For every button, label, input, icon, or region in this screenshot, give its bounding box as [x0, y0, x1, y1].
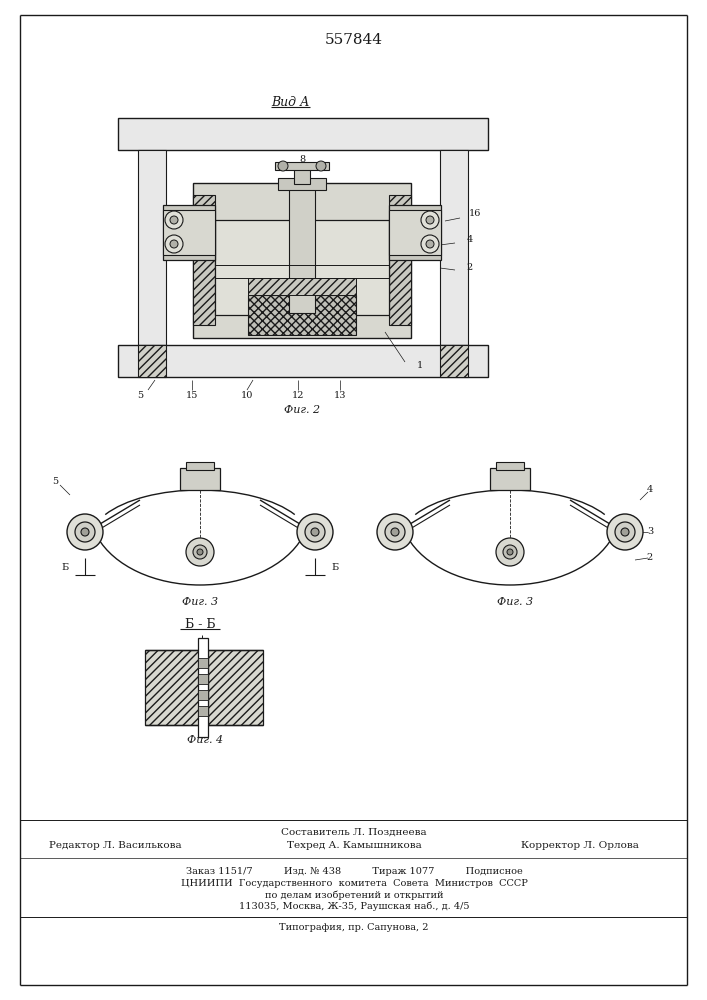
Text: 5: 5 [52, 478, 58, 487]
Circle shape [170, 240, 178, 248]
Circle shape [81, 528, 89, 536]
Text: 13: 13 [334, 390, 346, 399]
Bar [440, 150, 468, 345]
Bar [198, 706, 208, 716]
Text: Б: Б [332, 564, 339, 572]
Text: Техред А. Камышникова: Техред А. Камышникова [286, 840, 421, 850]
Circle shape [297, 514, 333, 550]
Circle shape [421, 211, 439, 229]
Bar [294, 166, 310, 184]
Bar [289, 183, 315, 313]
Text: Фиг. 4: Фиг. 4 [187, 735, 223, 745]
Circle shape [186, 538, 214, 566]
Circle shape [385, 522, 405, 542]
Text: Б - Б: Б - Б [185, 618, 216, 632]
Bar [208, 650, 263, 725]
Circle shape [426, 240, 434, 248]
Bar [278, 178, 326, 190]
Circle shape [75, 522, 95, 542]
Circle shape [170, 216, 178, 224]
Bar [118, 345, 488, 377]
Text: 557844: 557844 [325, 33, 383, 47]
Circle shape [377, 514, 413, 550]
Text: Типография, пр. Сапунова, 2: Типография, пр. Сапунова, 2 [279, 924, 428, 932]
Circle shape [305, 522, 325, 542]
Bar [180, 468, 220, 490]
Bar [440, 345, 468, 377]
Text: Вид А: Вид А [271, 97, 309, 109]
Circle shape [621, 528, 629, 536]
Text: по делам изобретений и открытий: по делам изобретений и открытий [264, 890, 443, 900]
Bar [198, 658, 208, 668]
Bar [490, 468, 530, 490]
Circle shape [607, 514, 643, 550]
Bar [138, 150, 166, 345]
Bar [193, 195, 215, 325]
Text: Корректор Л. Орлова: Корректор Л. Орлова [521, 840, 639, 850]
Circle shape [67, 514, 103, 550]
Circle shape [391, 528, 399, 536]
Text: 113035, Москва, Ж-35, Раушская наб., д. 4/5: 113035, Москва, Ж-35, Раушская наб., д. … [239, 901, 469, 911]
Text: 16: 16 [469, 209, 481, 218]
Text: 10: 10 [241, 390, 253, 399]
Bar [198, 690, 208, 700]
Text: Составитель Л. Позднеева: Составитель Л. Позднеева [281, 828, 427, 836]
Circle shape [278, 161, 288, 171]
Text: Заказ 1151/7          Изд. № 438          Тираж 1077          Подписное: Заказ 1151/7 Изд. № 438 Тираж 1077 Подпи… [186, 866, 522, 876]
Bar [193, 183, 411, 338]
Text: 4: 4 [647, 486, 653, 494]
Text: Фиг. 3: Фиг. 3 [182, 597, 218, 607]
Bar [248, 278, 356, 295]
Text: 2: 2 [647, 554, 653, 562]
Circle shape [507, 549, 513, 555]
Bar [138, 345, 166, 377]
Text: 3: 3 [647, 528, 653, 536]
Circle shape [426, 216, 434, 224]
Text: 8: 8 [299, 155, 305, 164]
Bar [163, 205, 215, 260]
Text: ЦНИИПИ  Государственного  комитета  Совета  Министров  СССР: ЦНИИПИ Государственного комитета Совета … [180, 880, 527, 888]
Circle shape [421, 235, 439, 253]
Bar [163, 210, 215, 255]
Text: 1: 1 [417, 360, 423, 369]
Circle shape [197, 549, 203, 555]
Bar [215, 220, 389, 315]
Circle shape [615, 522, 635, 542]
Text: Фиг. 3: Фиг. 3 [497, 597, 533, 607]
Circle shape [165, 235, 183, 253]
Bar [118, 118, 488, 150]
Circle shape [193, 545, 207, 559]
Bar [275, 162, 329, 170]
Bar [248, 295, 356, 335]
Text: 4: 4 [467, 235, 473, 244]
Bar [389, 195, 411, 325]
Text: 5: 5 [137, 390, 143, 399]
Text: Фиг. 2: Фиг. 2 [284, 405, 320, 415]
Circle shape [316, 161, 326, 171]
Bar [145, 650, 200, 725]
Text: 12: 12 [292, 390, 304, 399]
Circle shape [311, 528, 319, 536]
Bar [496, 462, 524, 470]
Text: 15: 15 [186, 390, 198, 399]
Text: Б: Б [62, 564, 69, 572]
Bar [186, 462, 214, 470]
Circle shape [165, 211, 183, 229]
Bar [389, 210, 441, 255]
Circle shape [496, 538, 524, 566]
Text: 2: 2 [467, 263, 473, 272]
Bar [389, 205, 441, 260]
Bar [198, 638, 208, 737]
Text: Редактор Л. Василькова: Редактор Л. Василькова [49, 840, 181, 850]
Bar [198, 674, 208, 684]
Circle shape [503, 545, 517, 559]
